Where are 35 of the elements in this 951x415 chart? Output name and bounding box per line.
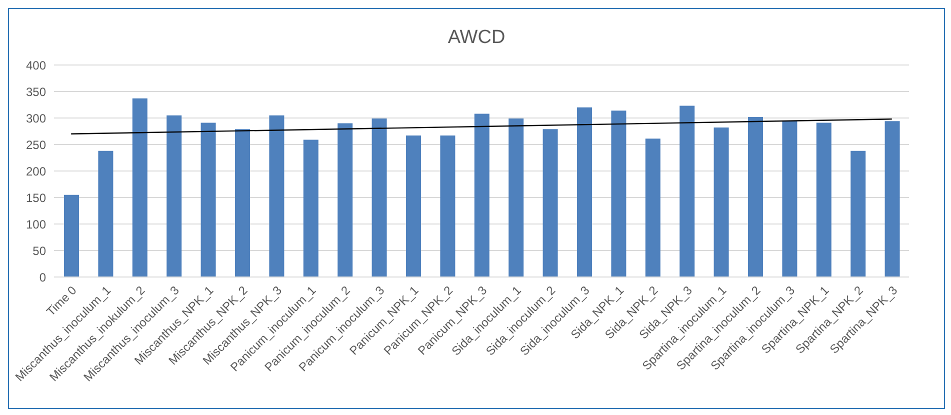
bar	[64, 194, 79, 277]
bar	[611, 110, 626, 277]
y-tick-label: 400	[26, 58, 46, 72]
bar	[680, 106, 695, 277]
y-tick-label: 300	[26, 111, 46, 126]
bar	[338, 123, 353, 277]
bar	[269, 115, 284, 277]
y-tick-label: 100	[26, 217, 46, 232]
bar	[748, 116, 763, 277]
bar	[508, 118, 524, 277]
y-tick-label: 200	[26, 164, 46, 178]
bar	[200, 122, 216, 277]
bar	[850, 150, 866, 277]
bar	[884, 121, 900, 277]
y-tick-label: 50	[32, 244, 46, 258]
chart-title: AWCD	[446, 26, 506, 50]
bar	[440, 135, 456, 277]
bar	[166, 115, 182, 277]
y-tick-label: 250	[26, 138, 46, 152]
y-tick-label: 150	[26, 190, 46, 205]
bar	[235, 129, 250, 277]
bar	[132, 98, 148, 277]
bar	[406, 135, 421, 277]
bar	[98, 150, 114, 277]
bar	[816, 122, 832, 277]
y-tick-label: 350	[26, 84, 46, 99]
y-tick-label: 0	[39, 270, 46, 284]
bar	[372, 118, 387, 277]
bar	[474, 114, 490, 277]
bar	[542, 129, 558, 277]
bar	[645, 138, 660, 277]
bar	[303, 140, 318, 277]
bar	[782, 120, 798, 277]
bar	[714, 128, 729, 277]
bar	[577, 107, 592, 277]
